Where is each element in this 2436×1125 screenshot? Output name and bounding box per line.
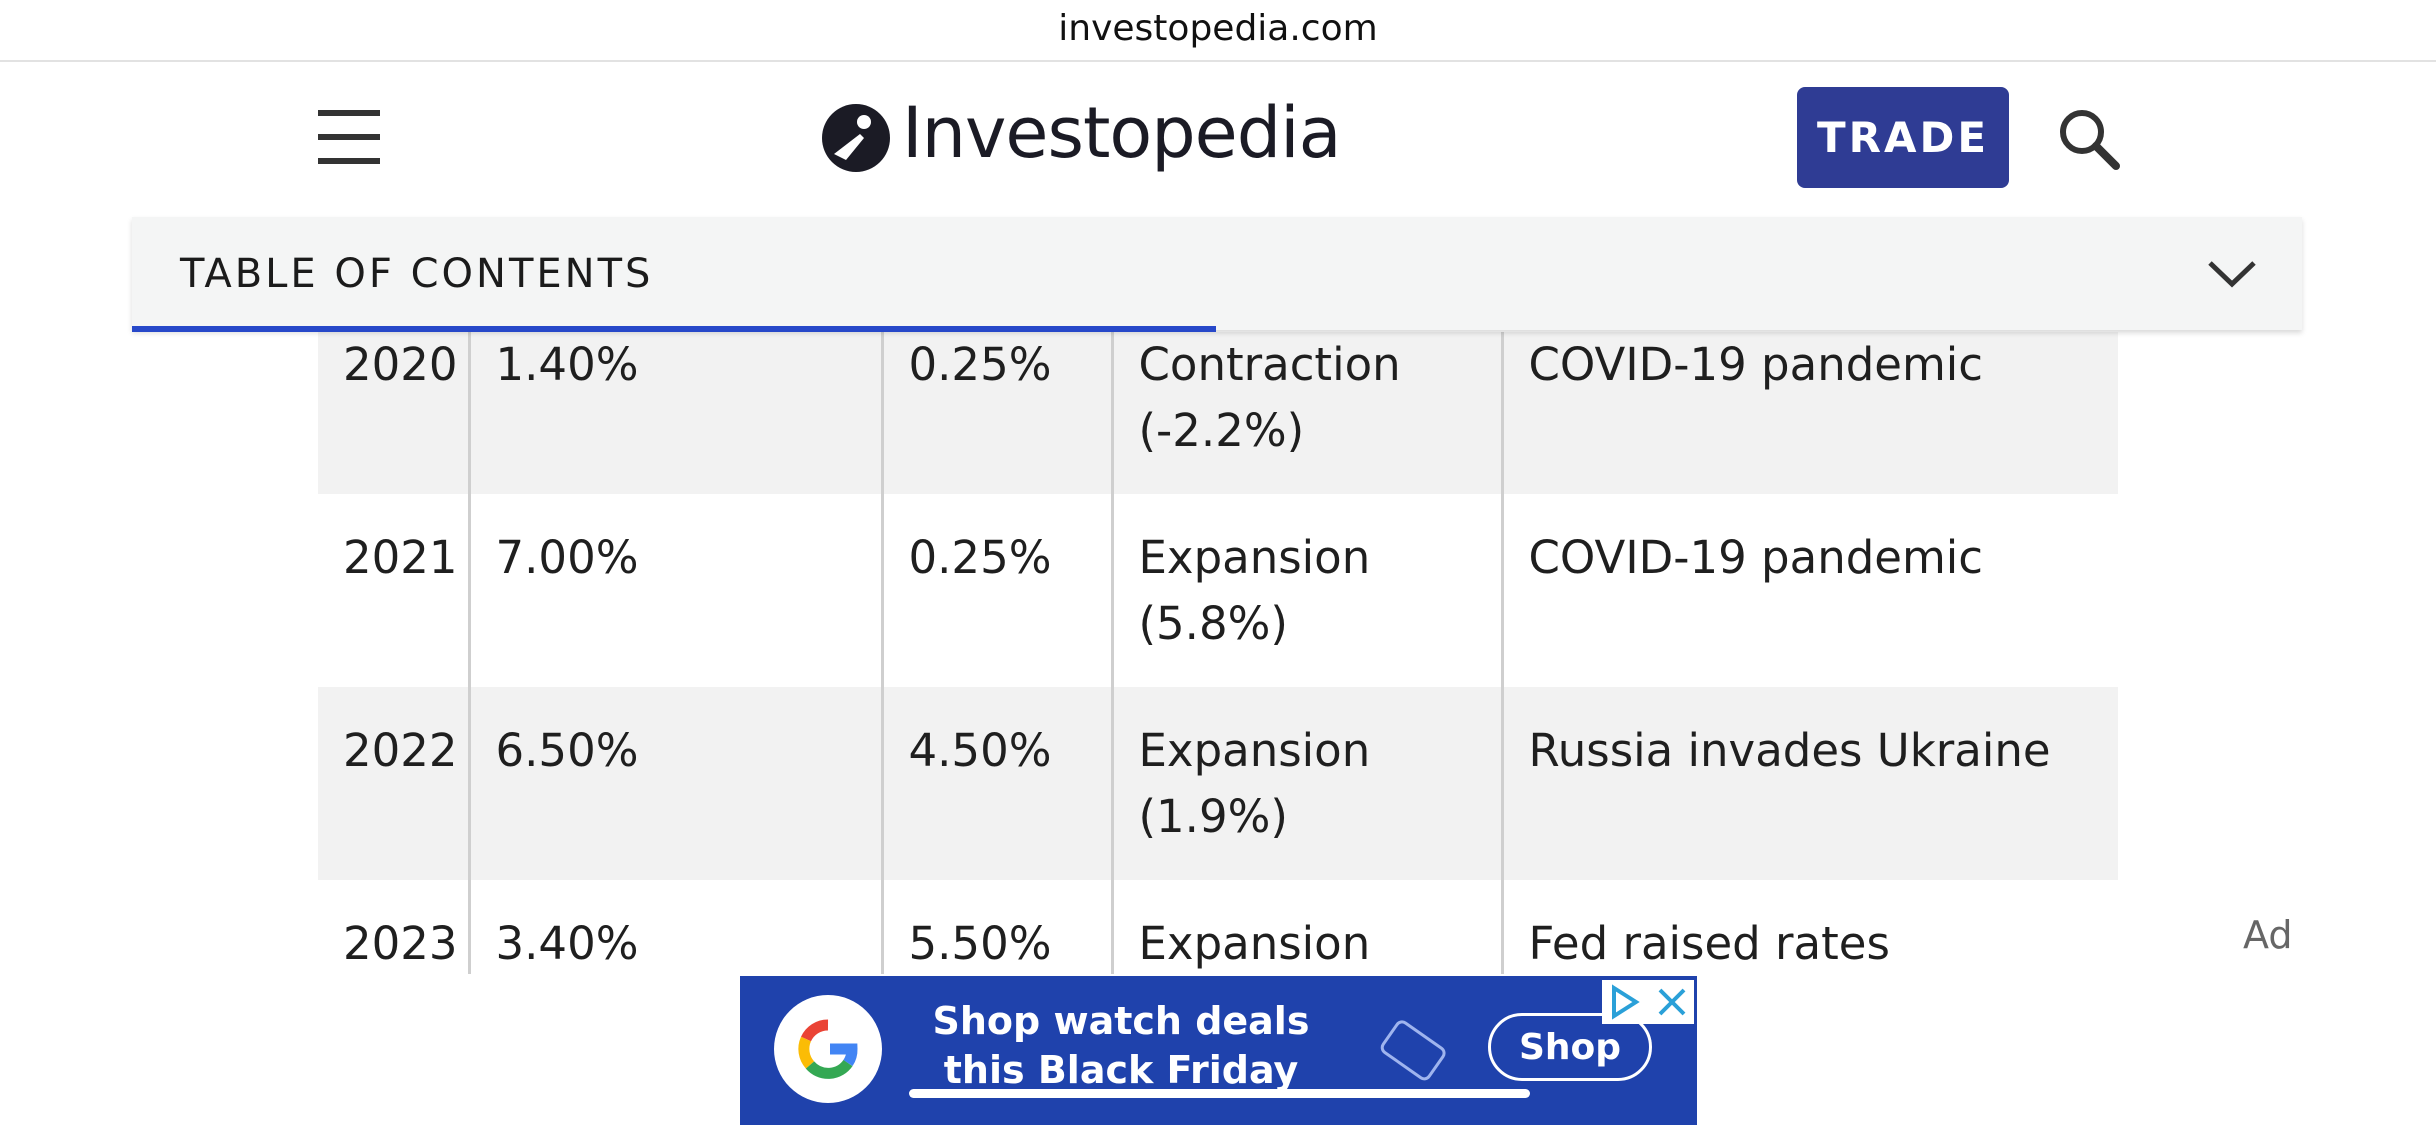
data-table: 2020 1.40% 0.25% Contraction (-2.2%) COVID-1… — [318, 332, 2118, 974]
table-cell: Expansion (1.9%) — [1110, 687, 1502, 880]
search-button[interactable] — [2058, 108, 2120, 170]
shop-button[interactable]: Shop — [1488, 1013, 1652, 1081]
table-cell: Fed raised rates — [1500, 880, 2118, 974]
ad-label: Ad — [2243, 913, 2293, 957]
table-row: 2022 6.50% 4.50% Expansion (1.9%) Russia inv… — [318, 687, 2118, 880]
table-cell: Expansion (5.8%) — [1110, 494, 1502, 687]
table-viewport: 2020 1.40% 0.25% Contraction (-2.2%) COVID-1… — [318, 332, 2118, 974]
table-cell: Expansion — [1110, 880, 1502, 974]
ad-choices[interactable] — [1602, 980, 1694, 1024]
table-cell: 2022 — [318, 687, 469, 880]
ad-logo — [774, 995, 882, 1103]
logo[interactable]: Investopedia — [902, 92, 1342, 174]
table-cell: 7.00% — [467, 494, 882, 687]
table-cell: 6.50% — [467, 687, 882, 880]
toc-title: TABLE OF CONTENTS — [180, 251, 654, 297]
table-cell: 5.50% — [880, 880, 1112, 974]
toc-bar[interactable]: TABLE OF CONTENTS — [132, 217, 2302, 332]
table-cell: 2020 — [318, 332, 469, 494]
table-row: 2021 7.00% 0.25% Expansion (5.8%) COVID-19 p… — [318, 494, 2118, 687]
table-row: 2020 1.40% 0.25% Contraction (-2.2%) COVID-1… — [318, 332, 2118, 494]
sale-tag — [1380, 1020, 1446, 1081]
table-cell: 3.40% — [467, 880, 882, 974]
progress-bar — [132, 326, 1216, 332]
table-cell: 0.25% — [880, 494, 1112, 687]
table-cell: 4.50% — [880, 687, 1112, 880]
table-cell: 2023 — [343, 917, 458, 970]
table-cell: 2021 — [343, 531, 458, 584]
table-cell: 1.40% — [467, 332, 882, 494]
trade-button[interactable]: TRADE — [1797, 87, 2009, 188]
table-row: 2023 3.40% 5.50% Expansion Fed raised rates — [318, 880, 2118, 974]
menu-button[interactable] — [318, 110, 380, 164]
logo-icon[interactable] — [820, 102, 892, 174]
ad-banner[interactable]: Shop watch deals this Black Friday Shop — [740, 976, 1697, 1125]
ad-headline: Shop watch deals — [932, 999, 1310, 1043]
table-cell: 0.25% — [880, 332, 1112, 494]
table-cell: COVID-19 pandemic — [1500, 332, 2118, 494]
table-cell: Russia invades Ukraine — [1500, 687, 2118, 880]
url-bar[interactable]: investopedia.com — [1058, 8, 1378, 49]
scroll-indicator — [909, 1089, 1530, 1098]
ad-headline: this Black Friday — [943, 1048, 1299, 1092]
table-cell: Contraction (-2.2%) — [1110, 332, 1502, 494]
divider — [0, 60, 2436, 62]
table-cell: COVID-19 pandemic — [1500, 494, 2118, 687]
toc-chevron[interactable] — [2207, 259, 2257, 289]
